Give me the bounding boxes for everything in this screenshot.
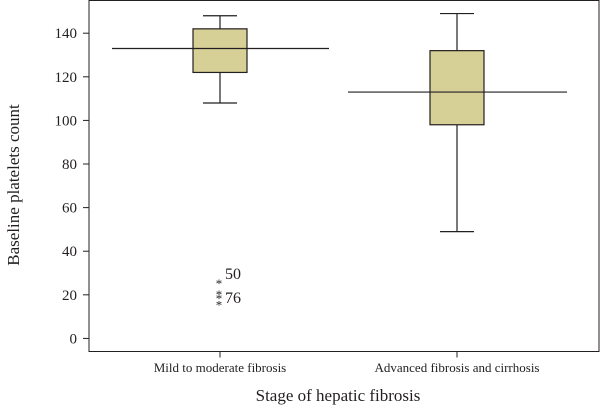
x-axis-title: Stage of hepatic fibrosis — [256, 386, 421, 405]
y-tick-label: 20 — [62, 288, 77, 304]
box-series: *50* 76** — [112, 12, 567, 313]
y-tick-label: 100 — [55, 113, 78, 129]
plot-frame — [88, 0, 600, 352]
y-tick-label: 0 — [70, 331, 78, 347]
y-tick-label: 60 — [62, 201, 77, 217]
outlier-point: * — [216, 287, 223, 302]
outlier-point: * — [216, 276, 223, 291]
x-tick-label: Mild to moderate fibrosis — [154, 360, 287, 375]
outlier-point: * — [216, 298, 223, 313]
y-tick-label: 120 — [55, 70, 78, 86]
outlier-label: 50 — [225, 266, 241, 283]
iqr-box — [429, 50, 485, 126]
y-axis-ticks: 0 20 40 60 80 100 120 140 — [55, 26, 89, 347]
outlier-label: 76 — [225, 290, 241, 307]
outlier-point: * — [216, 291, 223, 306]
y-tick-label: 140 — [55, 26, 78, 42]
y-axis-title: Baseline platelets count — [4, 104, 23, 266]
x-tick-label: Advanced fibrosis and cirrhosis — [375, 360, 540, 375]
x-axis-tick-labels: Mild to moderate fibrosis Advanced fibros… — [154, 351, 540, 375]
y-tick-label: 80 — [62, 157, 77, 173]
iqr-box — [192, 28, 248, 74]
y-tick-label: 40 — [62, 244, 77, 260]
